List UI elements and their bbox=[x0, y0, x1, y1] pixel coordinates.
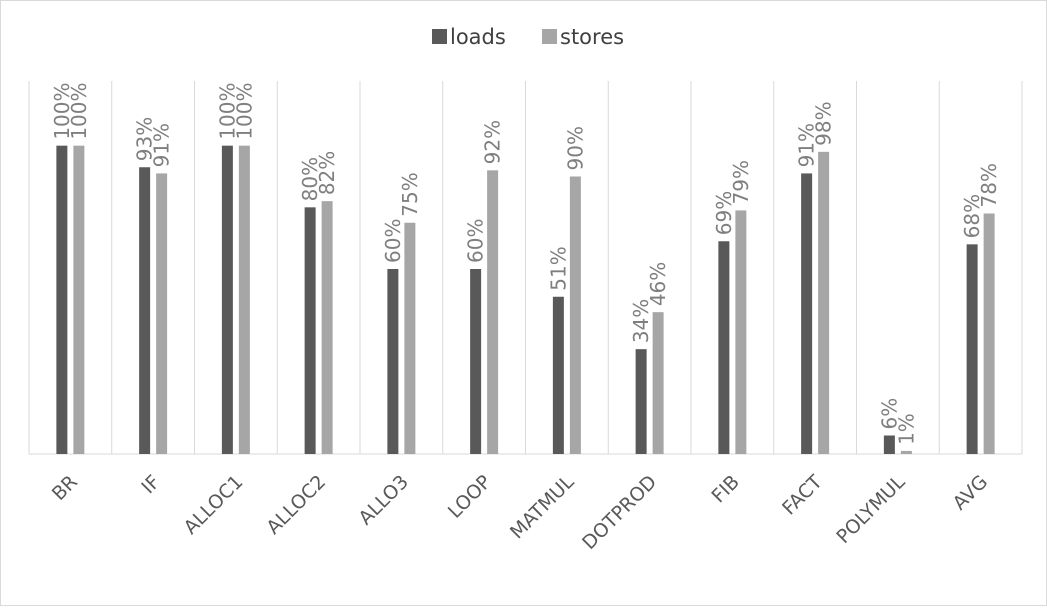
x-tick-labels-layer: BR IF ALLOC1 ALLOC2 ALLO3 LOOP MATMUL DOTPROD FI… bbox=[48, 471, 992, 554]
bar-stores-alloc2 bbox=[321, 201, 333, 454]
bars-layer bbox=[56, 145, 995, 455]
data-label-loads-alloc1: 100% bbox=[215, 82, 239, 139]
bar-stores-br bbox=[73, 145, 85, 454]
data-label-loads-fact: 91% bbox=[795, 123, 819, 167]
data-label-loads-br: 100% bbox=[50, 82, 74, 139]
bar-loads-br bbox=[56, 145, 68, 454]
data-labels-layer: 100%100% 93%91%100%100%80%82%60%75%60%92%… bbox=[50, 82, 1001, 444]
legend-swatch-loads bbox=[432, 29, 447, 44]
data-label-stores-avg: 78% bbox=[977, 163, 1001, 207]
bar-stores-loop bbox=[487, 170, 499, 455]
data-label-loads-alloc2: 80% bbox=[298, 157, 322, 201]
x-tick-label-if: IF bbox=[137, 471, 164, 498]
bar-loads-dotprod bbox=[635, 349, 647, 454]
grid-layer bbox=[28, 81, 1023, 455]
bar-stores-polymul bbox=[900, 450, 912, 454]
data-label-stores-allo3: 75% bbox=[398, 172, 422, 216]
x-tick-label-br: BR bbox=[48, 471, 82, 505]
x-tick-label-alloc1: ALLOC1 bbox=[180, 471, 248, 539]
bar-stores-allo3 bbox=[404, 222, 416, 454]
x-tick-label-fact: FACT bbox=[778, 471, 827, 520]
x-tick-label-polymul: POLYMUL bbox=[832, 471, 909, 548]
data-label-stores-if: 91% bbox=[150, 123, 174, 167]
data-label-loads-if: 93% bbox=[133, 117, 157, 161]
bar-loads-avg bbox=[966, 244, 978, 454]
legend-label-loads: loads bbox=[450, 25, 506, 49]
x-tick-label-avg: AVG bbox=[949, 471, 992, 514]
bar-loads-alloc1 bbox=[221, 145, 233, 454]
bar-loads-fact bbox=[801, 173, 813, 454]
data-label-loads-matmul: 51% bbox=[546, 246, 570, 290]
legend: loads stores bbox=[432, 25, 624, 49]
bar-stores-avg bbox=[983, 213, 995, 454]
data-label-loads-allo3: 60% bbox=[381, 219, 405, 263]
x-tick-label-loop: LOOP bbox=[444, 471, 496, 523]
bar-stores-if bbox=[156, 173, 168, 454]
x-tick-label-dotprod: DOTPROD bbox=[578, 471, 661, 554]
bar-loads-fib bbox=[718, 241, 730, 454]
x-tick-label-allo3: ALLO3 bbox=[355, 471, 413, 529]
bar-loads-loop bbox=[470, 269, 482, 454]
data-label-loads-polymul: 6% bbox=[877, 398, 901, 430]
x-tick-label-alloc2: ALLOC2 bbox=[262, 471, 330, 539]
bar-stores-alloc1 bbox=[238, 145, 250, 454]
bar-stores-fib bbox=[735, 210, 747, 454]
x-tick-label-matmul: MATMUL bbox=[506, 471, 579, 544]
data-label-stores-matmul: 90% bbox=[563, 126, 587, 170]
data-label-stores-fact: 98% bbox=[812, 101, 836, 145]
data-label-loads-avg: 68% bbox=[960, 194, 984, 238]
data-label-loads-fib: 69% bbox=[712, 191, 736, 235]
bar-loads-polymul bbox=[883, 435, 895, 454]
data-label-stores-br: 100% bbox=[67, 82, 91, 139]
data-label-stores-alloc1: 100% bbox=[232, 82, 256, 139]
bar-loads-if bbox=[139, 167, 151, 454]
bar-loads-matmul bbox=[552, 296, 564, 454]
data-label-loads-dotprod: 34% bbox=[629, 299, 653, 343]
data-label-stores-fib: 79% bbox=[729, 160, 753, 204]
legend-label-stores: stores bbox=[560, 25, 624, 49]
data-label-stores-dotprod: 46% bbox=[646, 262, 670, 306]
data-label-stores-polymul: 1% bbox=[894, 413, 918, 445]
bar-stores-fact bbox=[818, 151, 830, 455]
data-label-stores-loop: 92% bbox=[481, 120, 505, 164]
data-label-loads-loop: 60% bbox=[464, 219, 488, 263]
bar-loads-allo3 bbox=[387, 269, 399, 454]
bar-stores-matmul bbox=[569, 176, 581, 454]
legend-swatch-stores bbox=[542, 29, 557, 44]
data-label-stores-alloc2: 82% bbox=[315, 151, 339, 195]
x-tick-label-fib: FIB bbox=[707, 471, 743, 507]
bar-loads-alloc2 bbox=[304, 207, 316, 454]
bar-stores-dotprod bbox=[652, 312, 664, 454]
